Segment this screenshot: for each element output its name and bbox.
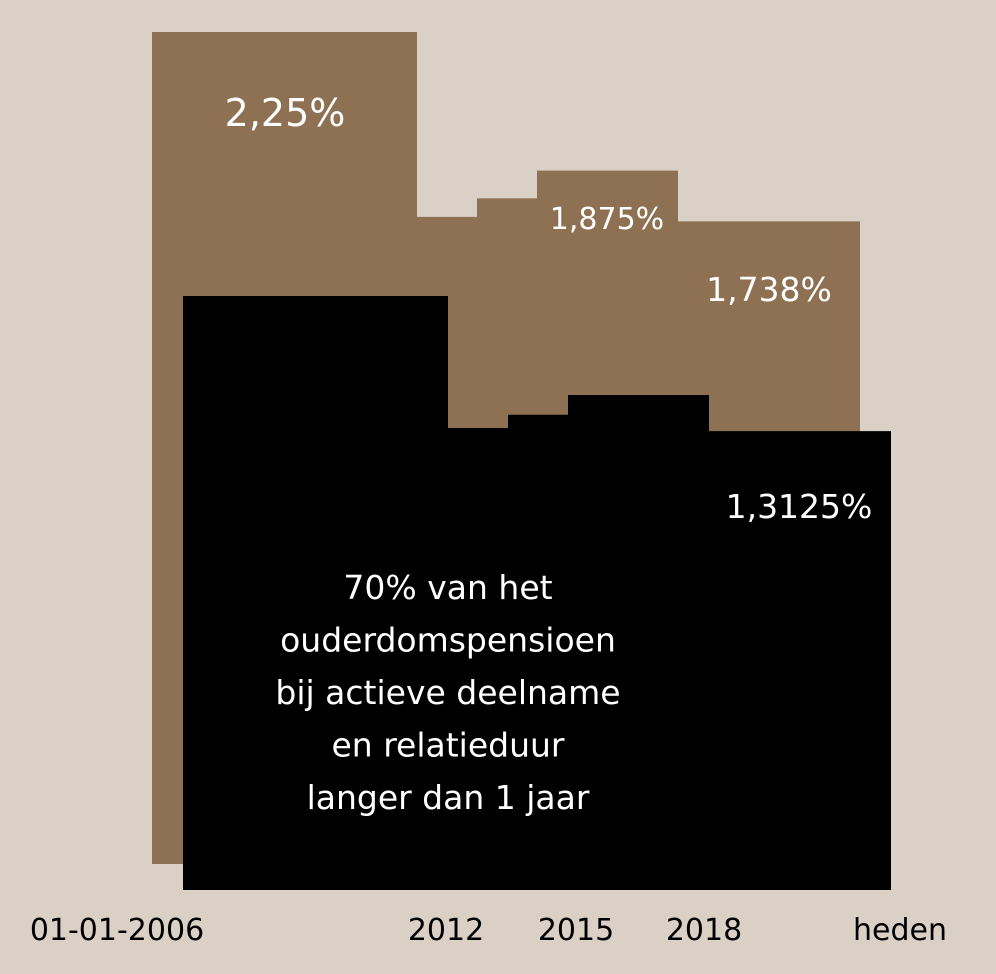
x-tick-2015: 2015 <box>538 913 614 948</box>
annotation-line: 70% van het <box>343 568 552 607</box>
x-tick-2006: 01-01-2006 <box>30 913 204 948</box>
value-label-1-3125: 1,3125% <box>726 487 873 526</box>
x-tick-2018: 2018 <box>666 913 742 948</box>
x-tick-heden: heden <box>853 913 947 948</box>
annotation-line: en relatieduur <box>332 726 565 765</box>
annotation-line: bij actieve deelname <box>275 673 620 712</box>
annotation-line: ouderdomspensioen <box>280 621 616 660</box>
accrual-annotation: 70% van het ouderdomspensioen bij actieve … <box>275 568 620 817</box>
value-label-1-875: 1,875% <box>550 202 664 237</box>
annotation-line: langer dan 1 jaar <box>307 778 590 817</box>
value-label-1-738: 1,738% <box>706 270 832 309</box>
value-label-2-25: 2,25% <box>225 91 346 135</box>
series-black-area <box>183 296 891 890</box>
x-tick-2012: 2012 <box>408 913 484 948</box>
